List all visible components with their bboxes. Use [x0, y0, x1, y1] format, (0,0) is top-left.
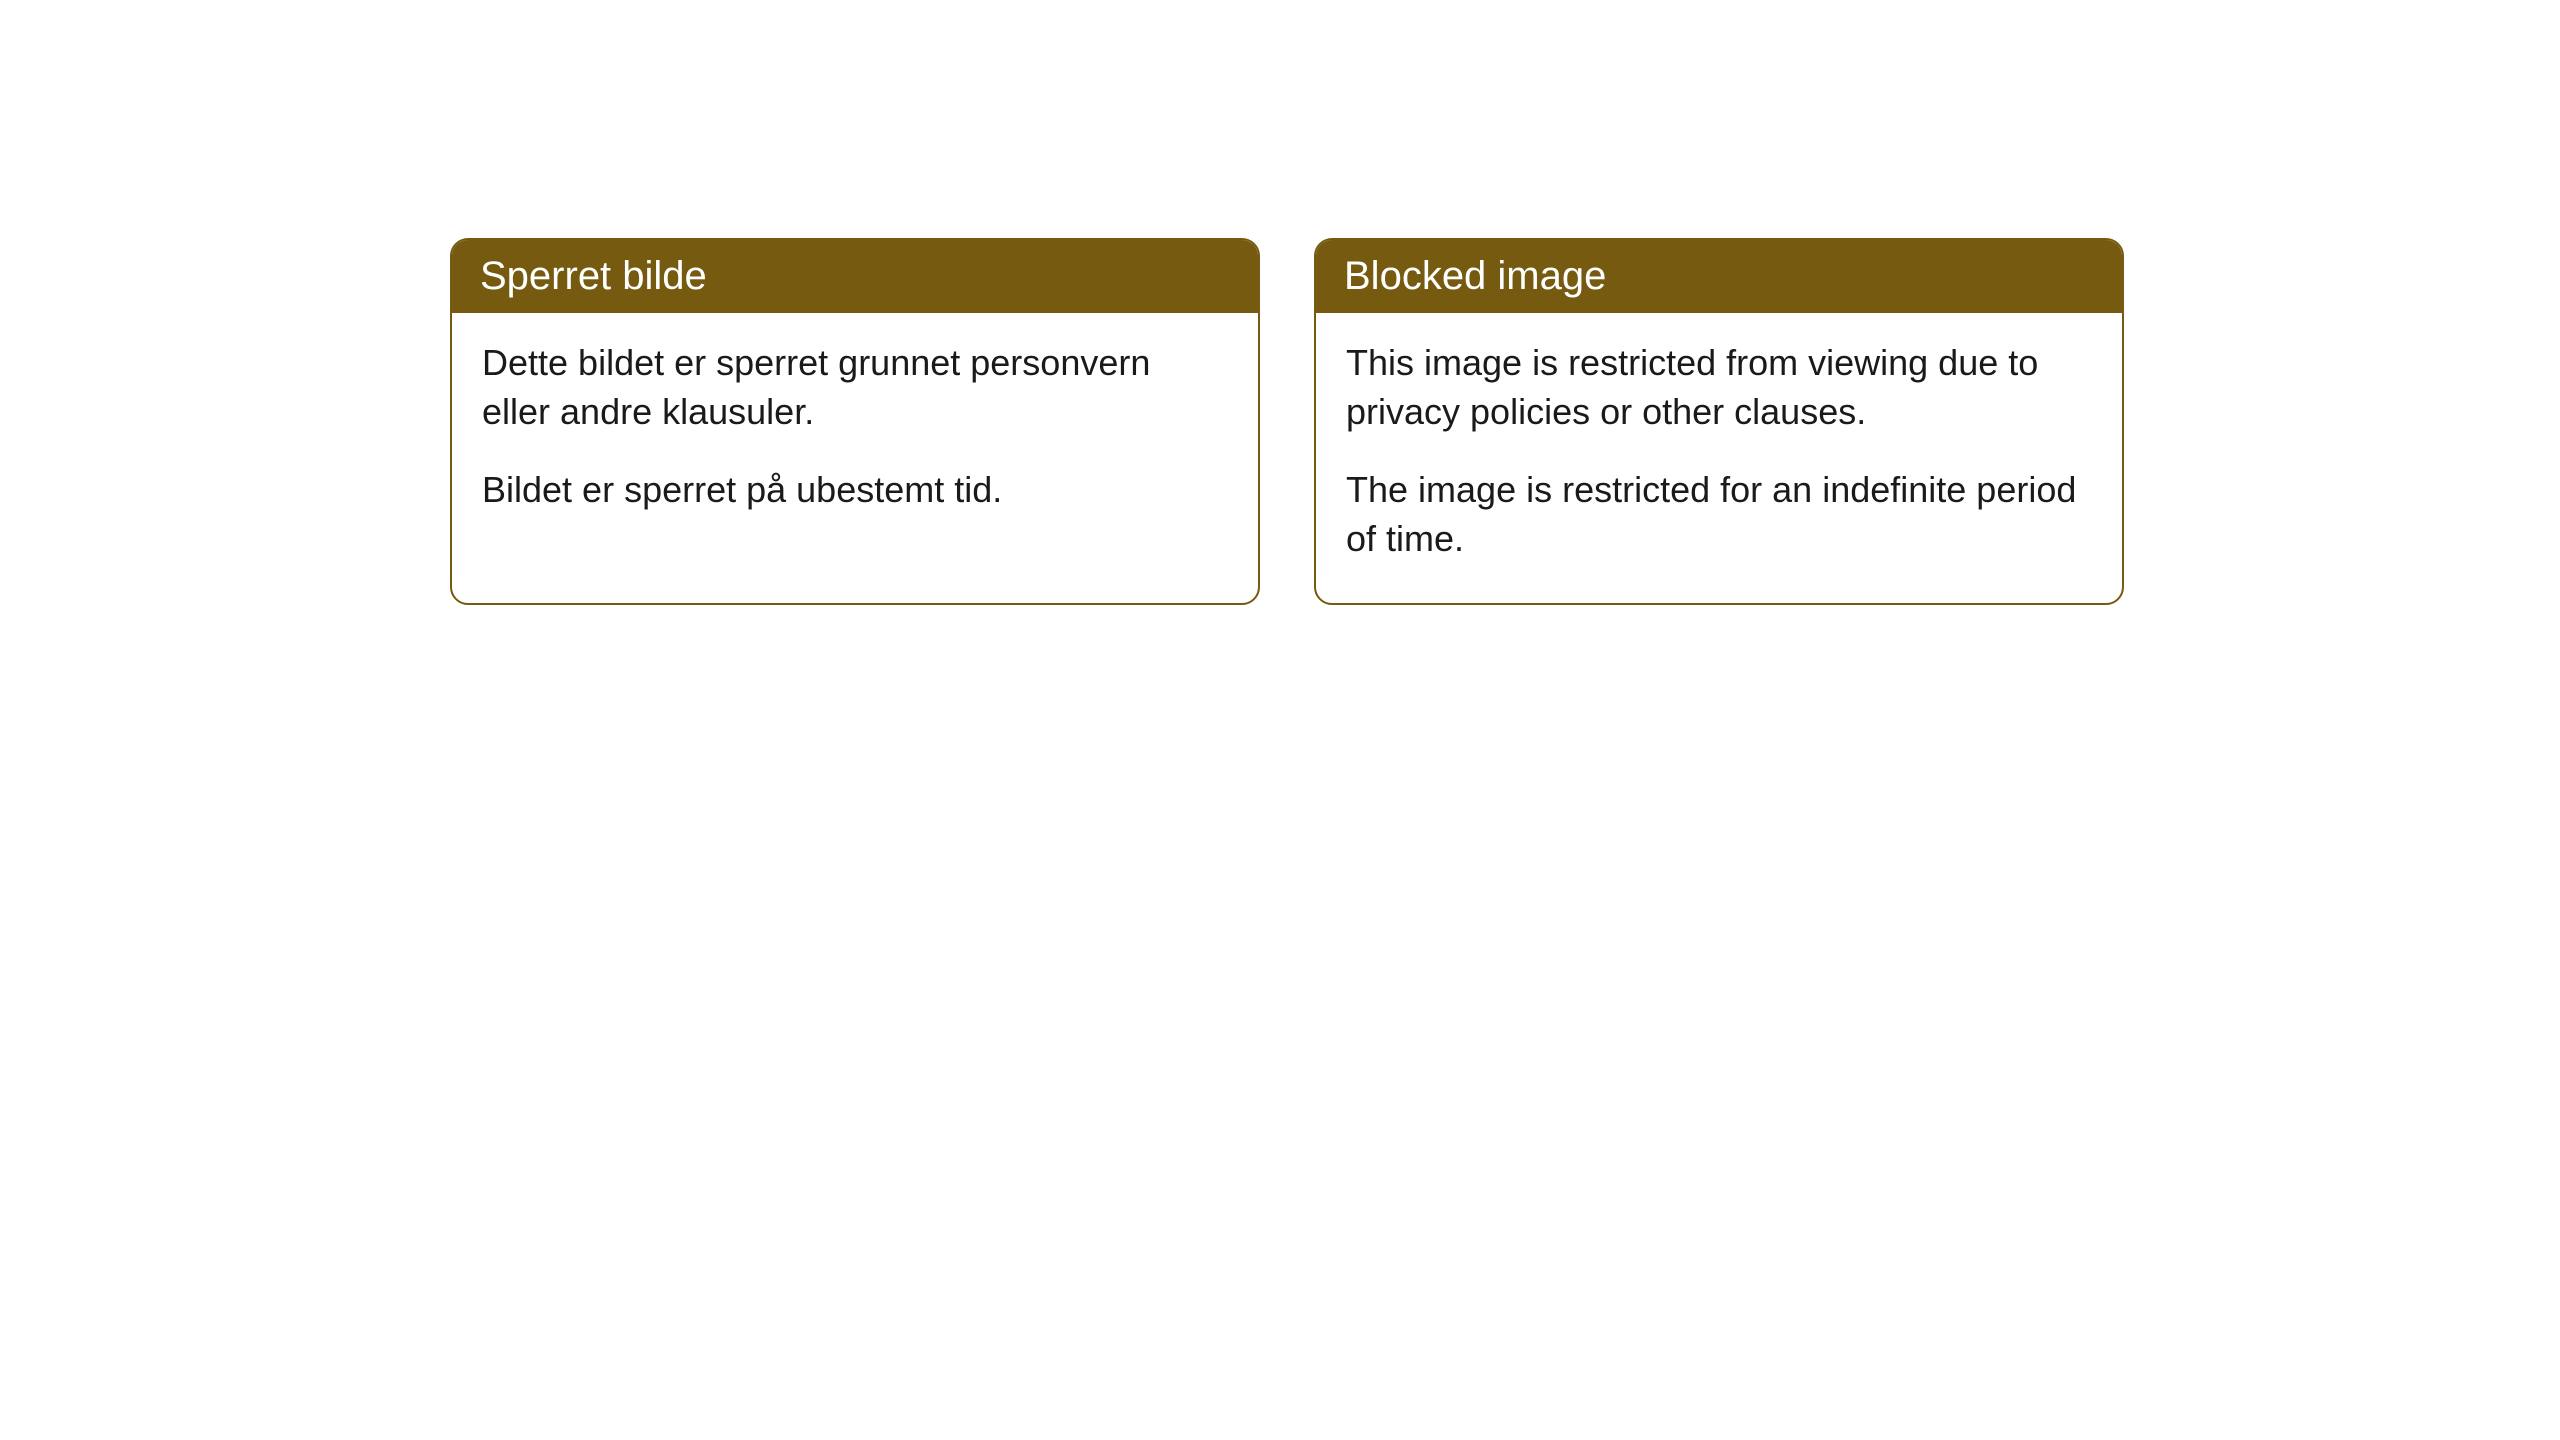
- card-text-line-1: This image is restricted from viewing du…: [1346, 339, 2092, 436]
- card-text-line-2: Bildet er sperret på ubestemt tid.: [482, 466, 1228, 515]
- card-header-english: Blocked image: [1316, 240, 2122, 313]
- card-title: Sperret bilde: [480, 254, 707, 298]
- card-body-english: This image is restricted from viewing du…: [1316, 313, 2122, 603]
- card-title: Blocked image: [1344, 254, 1606, 298]
- card-text-line-1: Dette bildet er sperret grunnet personve…: [482, 339, 1228, 436]
- blocked-image-card-norwegian: Sperret bilde Dette bildet er sperret gr…: [450, 238, 1260, 605]
- card-body-norwegian: Dette bildet er sperret grunnet personve…: [452, 313, 1258, 555]
- notice-cards-container: Sperret bilde Dette bildet er sperret gr…: [450, 238, 2124, 605]
- card-text-line-2: The image is restricted for an indefinit…: [1346, 466, 2092, 563]
- card-header-norwegian: Sperret bilde: [452, 240, 1258, 313]
- blocked-image-card-english: Blocked image This image is restricted f…: [1314, 238, 2124, 605]
